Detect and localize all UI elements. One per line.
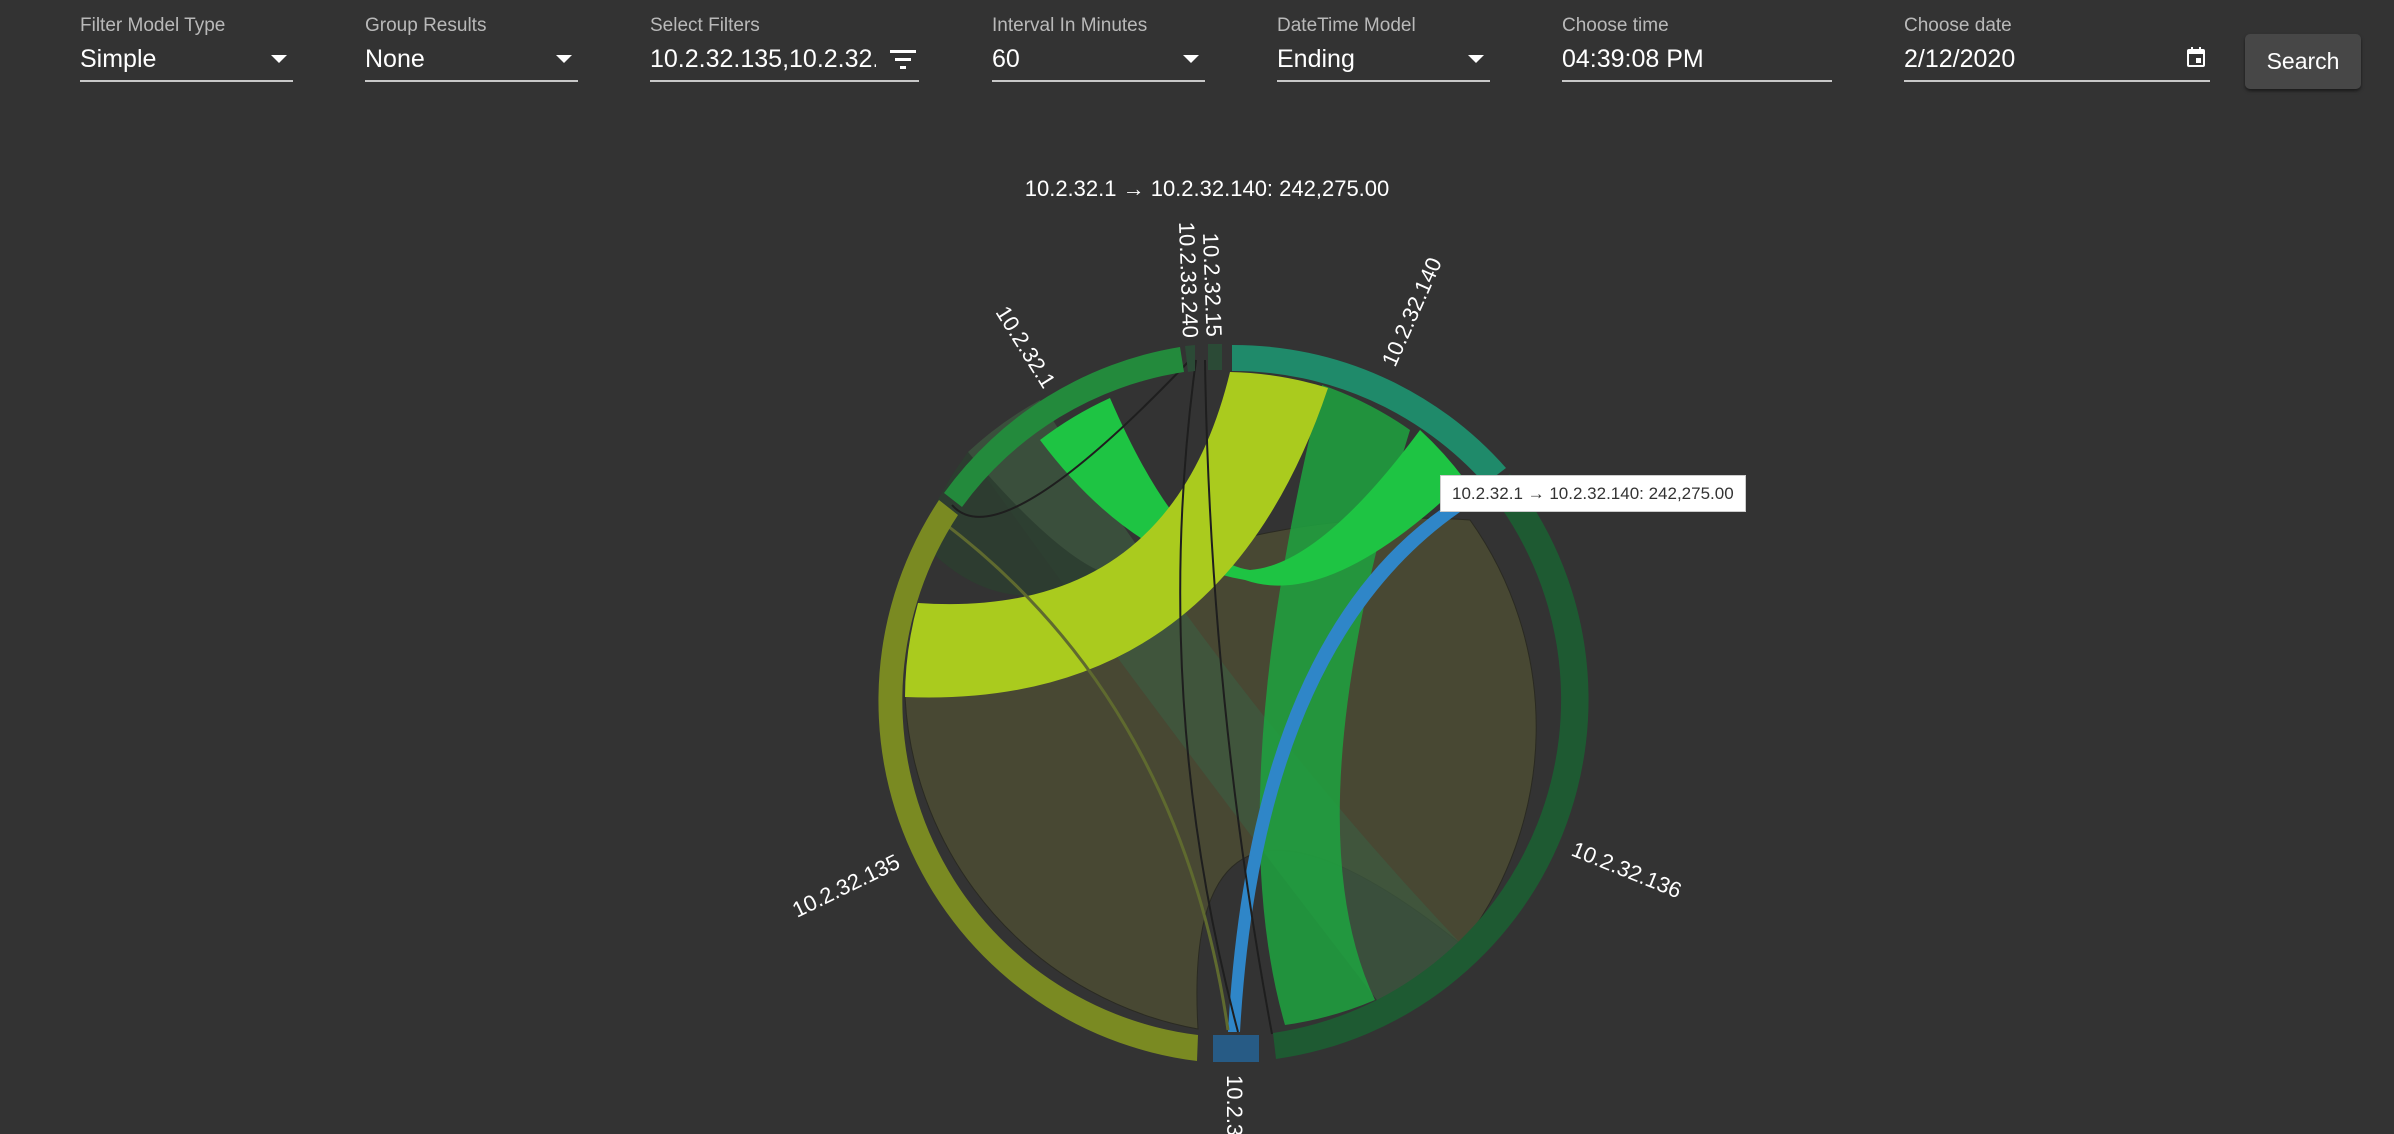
filter-model-type-label: Filter Model Type <box>80 15 226 36</box>
filter-model-type-value: Simple <box>80 44 157 73</box>
ribbon-135-140[interactable] <box>905 372 1328 698</box>
select-filters-input[interactable]: Select Filters 10.2.32.135,10.2.32. <box>650 14 919 82</box>
arc-10-2-32-136[interactable] <box>1273 474 1589 1059</box>
choose-date-input[interactable]: Choose date 2/12/2020 <box>1904 14 2210 82</box>
ribbon-thin-4 <box>939 518 1230 1031</box>
group-results-value: None <box>365 44 425 73</box>
arc-10-2-33-240[interactable] <box>1185 345 1195 372</box>
group-results-label: Group Results <box>365 15 487 36</box>
label-10-2-32-x: 10.2.32. <box>1222 1075 1247 1134</box>
datetime-model-select[interactable]: DateTime Model Ending <box>1277 14 1490 82</box>
interval-minutes-label: Interval In Minutes <box>992 15 1148 36</box>
arc-10-2-32-15[interactable] <box>1208 344 1222 370</box>
label-10-2-33-240: 10.2.33.240 <box>1174 221 1203 338</box>
calendar-icon[interactable] <box>2186 46 2206 75</box>
label-10-2-32-1: 10.2.32.1 <box>991 301 1061 392</box>
filter-model-type-select[interactable]: Filter Model Type Simple <box>80 14 293 82</box>
label-10-2-32-136: 10.2.32.136 <box>1568 836 1685 903</box>
arc-10-2-32-x[interactable] <box>1213 1035 1259 1062</box>
arrow-drop-down-icon[interactable] <box>271 55 287 63</box>
datetime-model-value: Ending <box>1277 44 1355 73</box>
datetime-model-label: DateTime Model <box>1277 15 1416 36</box>
chord-arcs <box>878 344 1589 1062</box>
interval-minutes-select[interactable]: Interval In Minutes 60 <box>992 14 1205 82</box>
ribbon-thin-3 <box>951 359 1191 518</box>
search-button[interactable]: Search <box>2245 34 2361 89</box>
ribbon-thin-2 <box>1204 359 1273 1035</box>
arc-10-2-32-135[interactable] <box>878 500 1198 1061</box>
filter-list-icon[interactable] <box>889 48 917 77</box>
choose-time-label: Choose time <box>1562 15 1669 36</box>
interval-minutes-value: 60 <box>992 44 1020 73</box>
ribbon-x-140[interactable] <box>1228 505 1460 1032</box>
arrow-drop-down-icon[interactable] <box>556 55 572 63</box>
label-10-2-32-140: 10.2.32.140 <box>1377 254 1447 370</box>
choose-time-value: 04:39:08 PM <box>1562 44 1704 73</box>
group-results-select[interactable]: Group Results None <box>365 14 578 82</box>
label-10-2-32-135: 10.2.32.135 <box>788 849 903 922</box>
label-10-2-32-15: 10.2.32.15 <box>1198 232 1227 337</box>
chord-ribbons <box>904 359 1537 1035</box>
arc-10-2-32-140[interactable] <box>1232 344 1506 484</box>
choose-time-input[interactable]: Choose time 04:39:08 PM <box>1562 14 1832 82</box>
ribbon-thin-1 <box>1179 359 1239 1033</box>
choose-date-label: Choose date <box>1904 15 2012 36</box>
select-filters-value: 10.2.32.135,10.2.32. <box>650 44 876 73</box>
select-filters-label: Select Filters <box>650 15 760 36</box>
arc-10-2-32-1[interactable] <box>944 347 1184 507</box>
choose-date-value: 2/12/2020 <box>1904 44 2016 73</box>
arrow-drop-down-icon[interactable] <box>1468 55 1484 63</box>
arrow-drop-down-icon[interactable] <box>1183 55 1199 63</box>
chart-tooltip: 10.2.32.1 → 10.2.32.140: 242,275.00 <box>1440 475 1746 512</box>
chart-hover-title: 10.2.32.1 → 10.2.32.140: 242,275.00 <box>1024 176 1390 201</box>
